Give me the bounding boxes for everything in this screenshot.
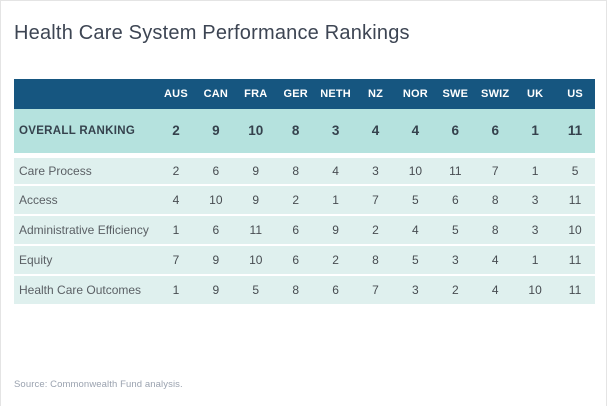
rank-cell: 1 (515, 109, 556, 158)
rank-cell: 11 (435, 155, 476, 186)
rank-cell: 9 (235, 185, 276, 216)
rank-cell: 6 (195, 215, 236, 246)
rank-cell: 9 (315, 215, 356, 246)
rank-cell: 3 (515, 185, 556, 216)
rankings-table: AUS CAN FRA GER NETH NZ NOR SWE SWIZ UK US OVERALL… (14, 79, 595, 306)
rank-cell: 2 (275, 185, 316, 216)
rank-cell: 6 (195, 155, 236, 186)
column-header-fra: FRA (235, 79, 276, 109)
rank-cell: 5 (395, 245, 436, 276)
rank-cell: 4 (315, 155, 356, 186)
column-header-swe: SWE (435, 79, 476, 109)
rank-cell: 6 (275, 245, 316, 276)
rank-cell: 4 (156, 185, 196, 216)
row-label: Access (14, 185, 156, 216)
row-label: Equity (14, 245, 156, 276)
column-header-neth: NETH (315, 79, 356, 109)
rank-cell: 9 (195, 245, 236, 276)
rank-cell: 1 (156, 215, 196, 246)
header-empty-cell (14, 79, 156, 109)
rank-cell: 10 (235, 245, 276, 276)
table-row: Care Process 2 6 9 8 4 3 10 11 7 1 5 (14, 155, 595, 186)
column-header-swiz: SWIZ (475, 79, 516, 109)
rank-cell: 3 (515, 215, 556, 246)
row-label: Health Care Outcomes (14, 275, 156, 306)
page-title: Health Care System Performance Rankings (14, 22, 410, 44)
table-row: Administrative Efficiency 1 6 11 6 9 2 4 5 8 3 10 (14, 215, 595, 246)
column-header-can: CAN (195, 79, 236, 109)
rank-cell: 11 (235, 215, 276, 246)
column-header-ger: GER (275, 79, 316, 109)
table-body: OVERALL RANKING 2 9 10 8 3 4 4 6 6 1 11 Care Process… (14, 109, 595, 306)
column-header-us: US (555, 79, 595, 109)
column-header-nor: NOR (395, 79, 436, 109)
rank-cell: 3 (355, 155, 396, 186)
rank-cell: 8 (475, 185, 516, 216)
table-header: AUS CAN FRA GER NETH NZ NOR SWE SWIZ UK US (14, 79, 595, 109)
rank-cell: 1 (315, 185, 356, 216)
row-label: OVERALL RANKING (14, 109, 156, 158)
rank-cell: 1 (515, 245, 556, 276)
rank-cell: 11 (555, 245, 595, 276)
rank-cell: 4 (355, 109, 396, 158)
rank-cell: 6 (475, 109, 516, 158)
rank-cell: 6 (275, 215, 316, 246)
rank-cell: 10 (395, 155, 436, 186)
rank-cell: 11 (555, 185, 595, 216)
rank-cell: 3 (315, 109, 356, 158)
rank-cell: 5 (555, 155, 595, 186)
rank-cell: 11 (555, 109, 595, 158)
rank-cell: 7 (355, 275, 396, 306)
rank-cell: 8 (355, 245, 396, 276)
rank-cell: 10 (515, 275, 556, 306)
rank-cell: 2 (435, 275, 476, 306)
table-row: Access 4 10 9 2 1 7 5 6 8 3 11 (14, 185, 595, 216)
rank-cell: 10 (195, 185, 236, 216)
rank-cell: 8 (275, 155, 316, 186)
source-note: Source: Commonwealth Fund analysis. (14, 379, 183, 390)
column-header-uk: UK (515, 79, 556, 109)
table-row: Health Care Outcomes 1 9 5 8 6 7 3 2 4 10 11 (14, 275, 595, 306)
rank-cell: 4 (395, 109, 436, 158)
rank-cell: 10 (555, 215, 595, 246)
column-header-nz: NZ (355, 79, 396, 109)
rank-cell: 5 (395, 185, 436, 216)
rank-cell: 1 (515, 155, 556, 186)
row-label: Administrative Efficiency (14, 215, 156, 246)
rank-cell: 2 (156, 155, 196, 186)
header-row: AUS CAN FRA GER NETH NZ NOR SWE SWIZ UK US (14, 79, 595, 109)
column-header-aus: AUS (156, 79, 196, 109)
rank-cell: 8 (275, 275, 316, 306)
rank-cell: 2 (156, 109, 196, 158)
rank-cell: 1 (156, 275, 196, 306)
rank-cell: 8 (275, 109, 316, 158)
rank-cell: 6 (435, 109, 476, 158)
rank-cell: 6 (435, 185, 476, 216)
rank-cell: 7 (355, 185, 396, 216)
rank-cell: 4 (395, 215, 436, 246)
table-row: Equity 7 9 10 6 2 8 5 3 4 1 11 (14, 245, 595, 276)
rank-cell: 3 (395, 275, 436, 306)
row-label: Care Process (14, 155, 156, 186)
rank-cell: 4 (475, 275, 516, 306)
rank-cell: 5 (435, 215, 476, 246)
rank-cell: 4 (475, 245, 516, 276)
rank-cell: 9 (235, 155, 276, 186)
rank-cell: 8 (475, 215, 516, 246)
rank-cell: 2 (355, 215, 396, 246)
rank-cell: 3 (435, 245, 476, 276)
rank-cell: 6 (315, 275, 356, 306)
rank-cell: 5 (235, 275, 276, 306)
rank-cell: 9 (195, 109, 236, 158)
rank-cell: 11 (555, 275, 595, 306)
rank-cell: 7 (156, 245, 196, 276)
rank-cell: 7 (475, 155, 516, 186)
rank-cell: 2 (315, 245, 356, 276)
overall-ranking-row: OVERALL RANKING 2 9 10 8 3 4 4 6 6 1 11 (14, 109, 595, 158)
rank-cell: 9 (195, 275, 236, 306)
rank-cell: 10 (235, 109, 276, 158)
